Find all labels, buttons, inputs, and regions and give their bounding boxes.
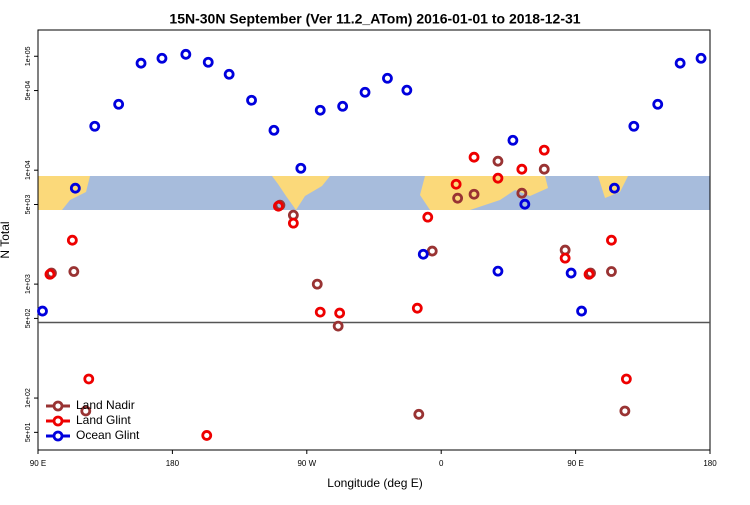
point [83,373,95,385]
legend-swatch-point [52,415,64,427]
point [359,86,371,98]
y-tick-label: 1e+05 [25,46,32,66]
plot-frame [37,29,711,451]
x-tick-label: 90 W [297,459,316,468]
point [202,56,214,68]
point [583,268,595,280]
point [620,373,632,385]
point [492,155,504,167]
point [538,163,550,175]
point [314,104,326,116]
y-tick-label: 5e+03 [25,195,32,215]
point [606,234,617,246]
point [273,200,284,212]
x-tick-label: 90 E [30,459,46,468]
point [135,57,147,69]
point [559,252,571,264]
point [417,248,429,260]
map-strip [38,176,710,210]
y-tick-label: 1e+03 [25,274,32,294]
point [287,217,299,229]
point [468,188,480,200]
legend-swatch-point [52,430,64,442]
x-tick-label: 180 [703,459,717,468]
point [492,172,504,184]
point [223,68,235,80]
point [606,266,617,277]
point [201,430,213,441]
point [519,198,531,210]
point [295,162,307,174]
point [311,278,323,290]
point [609,182,620,194]
point [565,267,577,279]
point [89,120,101,132]
legend-label: Land Glint [76,413,131,427]
point [66,234,78,246]
point [113,98,125,110]
point [337,100,349,112]
chart-title: 15N-30N September (Ver 11.2_ATom) 2016-0… [169,11,580,27]
point [334,307,346,319]
point [180,48,192,60]
y-tick-label: 5e+04 [25,81,32,101]
point [628,120,640,132]
y-tick-label: 1e+02 [25,388,32,408]
point [246,94,257,106]
y-axis-label: N Total [0,221,12,258]
x-tick-label: 0 [439,459,444,468]
point [68,266,80,277]
y-tick-label: 5e+01 [25,422,32,442]
y-tick-label: 1e+04 [25,160,32,180]
legend-label: Ocean Glint [76,428,140,442]
point [314,306,326,318]
point [426,245,438,257]
point [576,305,587,317]
point [401,84,413,96]
point [674,57,686,69]
point [422,211,434,223]
x-tick-label: 180 [166,459,180,468]
point [156,52,168,64]
x-tick-label: 90 E [567,459,583,468]
legend-swatch-point [52,400,64,412]
point [516,163,528,175]
point [492,265,504,277]
point [413,408,425,420]
point [452,192,464,204]
point [80,405,92,417]
point [69,182,81,194]
point [538,144,550,156]
point [37,305,48,317]
point [507,134,519,146]
point [652,98,664,110]
point [450,178,462,190]
point [619,405,631,417]
y-tick-label: 5e+02 [25,308,32,328]
point [332,320,344,332]
legend-label: Land Nadir [76,398,135,412]
point [468,151,480,163]
point [695,52,707,64]
point [516,187,528,199]
x-axis-label: Longitude (deg E) [327,476,422,490]
point [382,72,393,84]
point [268,124,280,136]
point [44,268,56,280]
point [411,302,423,314]
